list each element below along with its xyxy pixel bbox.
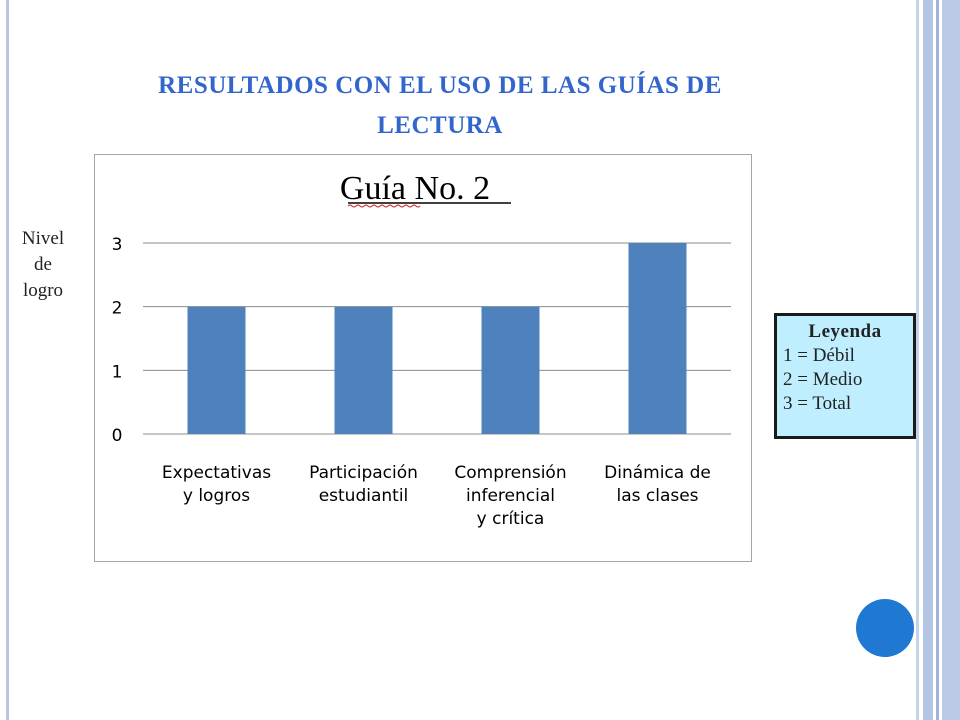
y-tick-label: 3 xyxy=(112,235,123,255)
x-tick-label: Comprensión inferencial y crítica xyxy=(454,463,566,529)
legend-box: Leyenda 1 = Débil 2 = Medio 3 = Total xyxy=(774,313,916,439)
y-tick-label: 1 xyxy=(112,362,123,382)
bar xyxy=(481,306,540,434)
ylabel-line: de xyxy=(34,254,52,275)
bar xyxy=(628,243,687,434)
y-axis-side-label: Nivel de logro xyxy=(10,226,76,304)
ylabel-line: logro xyxy=(22,280,64,301)
x-tick-label: Expectativas y logros xyxy=(162,463,271,506)
legend-item: 1 = Débil xyxy=(783,345,855,366)
legend-title: Leyenda xyxy=(808,321,882,342)
bar xyxy=(334,306,393,434)
ylabel-line: Nivel xyxy=(21,228,65,249)
legend-item: 3 = Total xyxy=(783,393,852,414)
chart-title: Guía No. 2 xyxy=(340,170,490,207)
spellcheck-squiggle xyxy=(347,204,421,208)
decorative-circle xyxy=(856,599,914,657)
bar xyxy=(187,306,246,434)
chart-frame: Guía No. 2 0 1 2 3 Expectativas y logros Partic… xyxy=(94,154,752,562)
y-tick-label: 0 xyxy=(112,426,123,446)
left-frame-rule xyxy=(6,0,9,720)
bar-chart: Guía No. 2 0 1 2 3 Expectativas y logros Partic… xyxy=(112,170,731,529)
x-tick-label: Dinámica de las clases xyxy=(604,463,711,506)
legend-item: 2 = Medio xyxy=(783,369,863,390)
x-tick-label: Participación estudiantil xyxy=(309,463,418,506)
right-frame-bars xyxy=(916,0,960,720)
slide-title: RESULTADOS CON EL USO DE LAS GUÍAS DE LE… xyxy=(158,72,722,139)
y-tick-label: 2 xyxy=(112,299,123,319)
